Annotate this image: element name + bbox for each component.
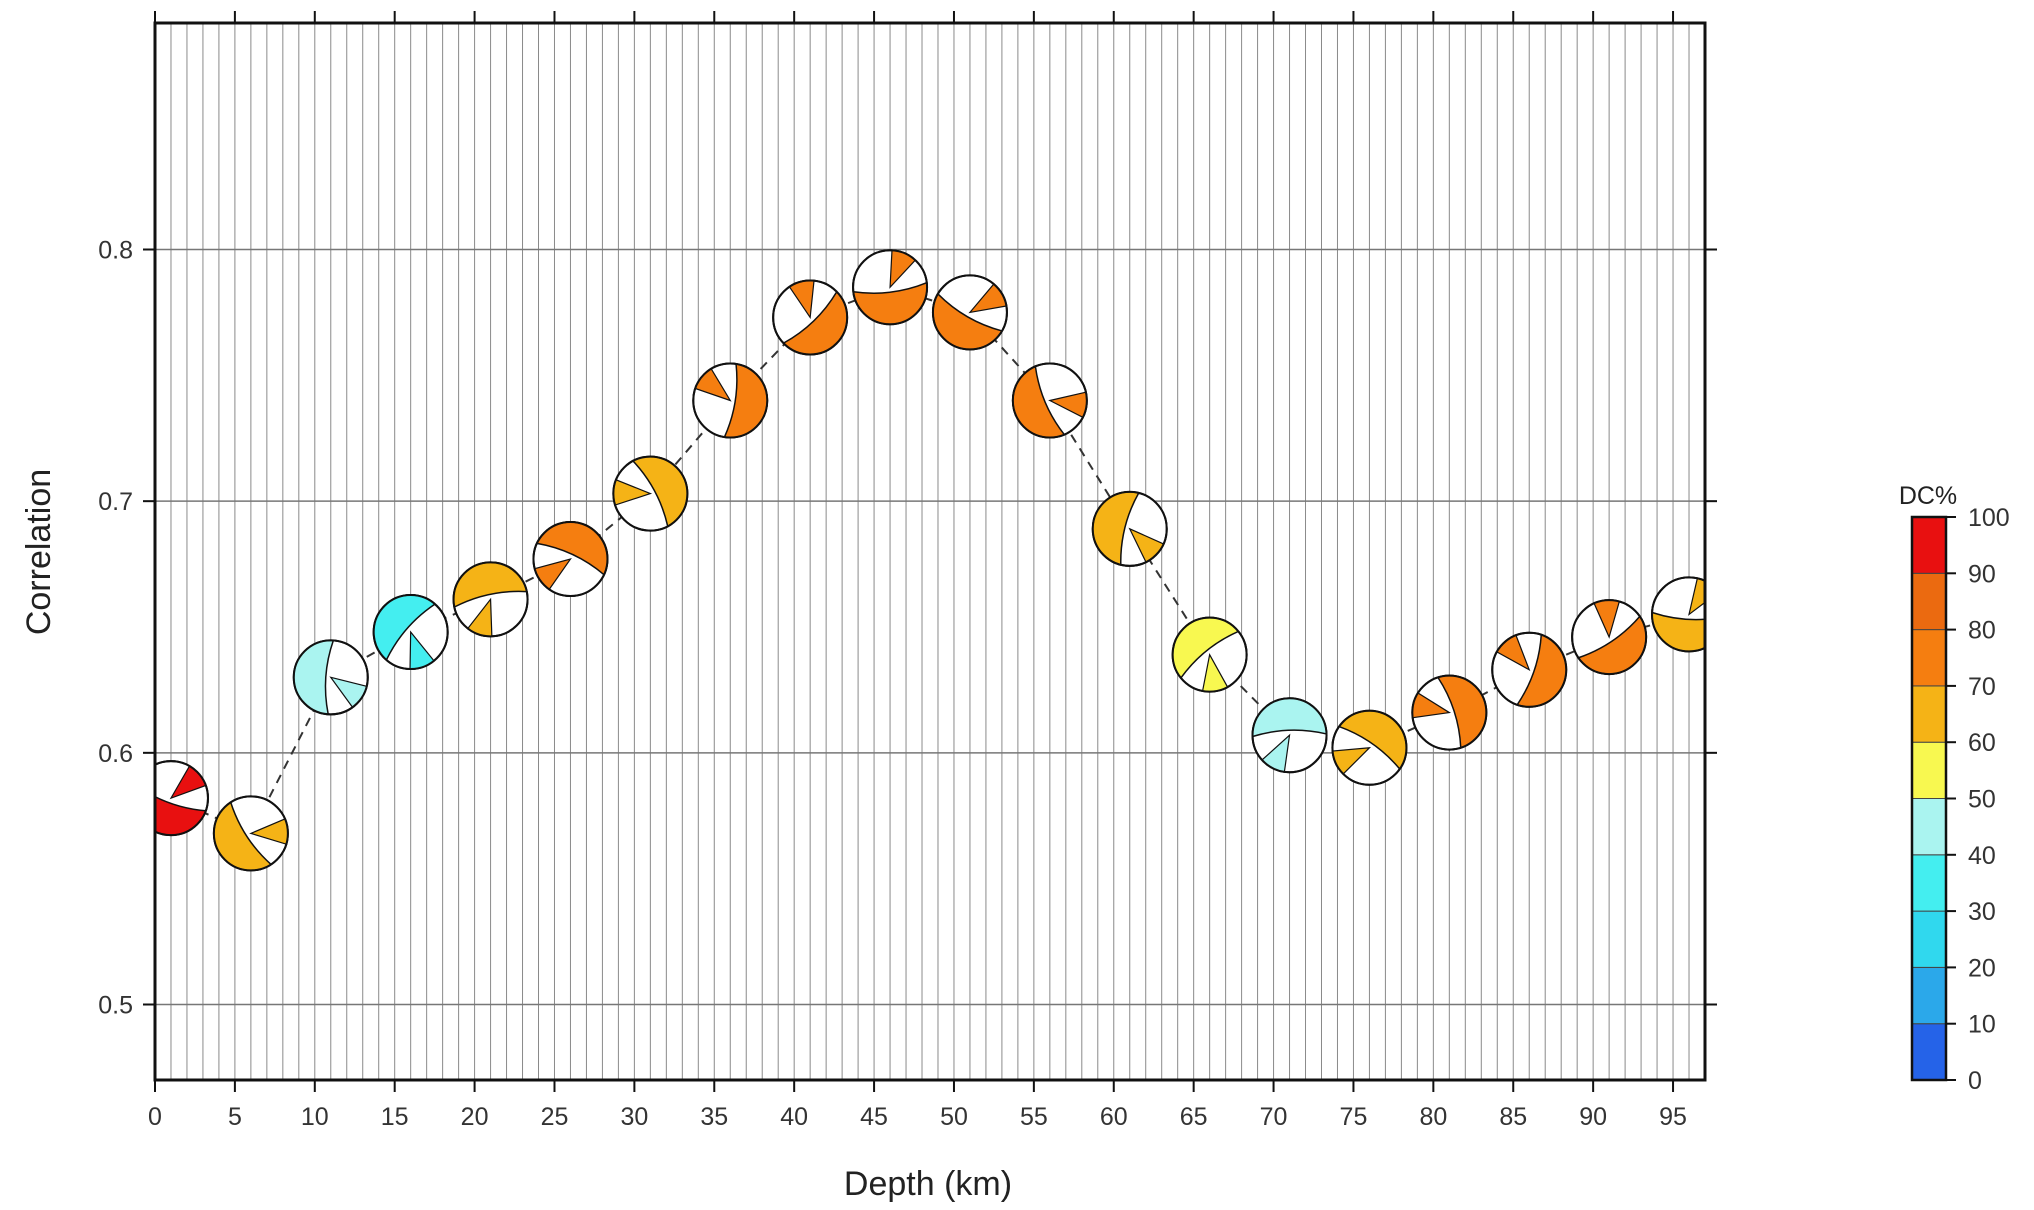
beachball-marker — [1171, 616, 1248, 693]
beachball-marker — [1011, 362, 1088, 439]
plot-frame — [153, 21, 1707, 1082]
x-tick-label: 85 — [1499, 1103, 1527, 1131]
colorbar-segment — [1911, 685, 1947, 743]
beachball-outline — [1011, 362, 1088, 439]
beachball-outline — [1251, 697, 1328, 774]
colorbar-segment — [1911, 629, 1947, 687]
colorbar-title: DC% — [1899, 482, 1957, 510]
colorbar-tick-label: 10 — [1968, 1011, 1996, 1039]
beachball-marker — [931, 274, 1008, 351]
x-tick-label: 30 — [620, 1103, 648, 1131]
x-tick-label: 15 — [381, 1103, 409, 1131]
beachball-outline — [931, 274, 1008, 351]
beachball-marker — [155, 760, 209, 837]
axis-ticks — [143, 11, 1717, 1092]
beachball-outline — [1571, 599, 1648, 676]
beachball-marker — [852, 249, 929, 326]
colorbar-tick-label: 30 — [1968, 898, 1996, 926]
colorbar-tick-label: 50 — [1968, 786, 1996, 814]
beachball-outline — [1331, 709, 1408, 786]
colorbar-segment — [1911, 741, 1947, 800]
colorbar-segment — [1911, 966, 1947, 1025]
x-tick-label: 35 — [700, 1103, 728, 1131]
grid-lines — [155, 23, 1705, 1080]
colorbar-tick-label: 40 — [1968, 842, 1996, 870]
x-tick-label: 65 — [1180, 1103, 1208, 1131]
x-tick-label: 55 — [1020, 1103, 1048, 1131]
beachball-marker — [1411, 674, 1488, 751]
beachball-outline — [612, 455, 689, 532]
x-tick-label: 75 — [1340, 1103, 1368, 1131]
beachball-marker — [612, 455, 689, 532]
x-axis-label: Depth (km) — [844, 1165, 1012, 1203]
x-tick-label: 25 — [541, 1103, 569, 1131]
colorbar: 0 10 20 30 40 50 60 70 80 90 100 — [1910, 504, 2010, 1095]
colorbar-segment — [1911, 910, 1947, 968]
colorbar-segment — [1911, 1023, 1947, 1081]
beachball-outline — [212, 795, 289, 872]
x-tick-label: 10 — [301, 1103, 329, 1131]
x-tick-label: 50 — [940, 1103, 968, 1131]
beachball-outline — [1411, 674, 1488, 751]
colorbar-tick-label: 100 — [1968, 504, 2010, 532]
x-tick-label: 5 — [228, 1103, 242, 1131]
beachball-outline — [372, 594, 449, 671]
y-tick-labels: 0.5 0.6 0.7 0.8 — [98, 237, 133, 1020]
beachball-marker — [292, 639, 369, 716]
x-tick-label: 80 — [1419, 1103, 1447, 1131]
y-tick-label: 0.5 — [98, 992, 133, 1020]
x-tick-labels: 0 5 10 15 20 25 30 35 40 45 50 55 60 65 70 75 80 85 90 95 — [148, 1103, 1687, 1131]
y-tick-label: 0.6 — [98, 740, 133, 768]
x-tick-label: 90 — [1579, 1103, 1607, 1131]
x-tick-label: 70 — [1260, 1103, 1288, 1131]
colorbar-tick-label: 80 — [1968, 617, 1996, 645]
x-tick-label: 45 — [860, 1103, 888, 1131]
beachball-outline — [1491, 631, 1568, 708]
colorbar-segment — [1911, 572, 1947, 631]
x-tick-label: 40 — [780, 1103, 808, 1131]
colorbar-tick-label: 70 — [1968, 673, 1996, 701]
x-tick-label: 60 — [1100, 1103, 1128, 1131]
beachball-marker — [1091, 490, 1168, 567]
beachball-outline — [292, 639, 369, 716]
colorbar-tick-label: 60 — [1968, 729, 1996, 757]
x-tick-label: 20 — [461, 1103, 489, 1131]
beachball-marker — [1491, 631, 1568, 708]
beachball-outline — [532, 521, 609, 598]
beachball-marker — [372, 594, 449, 671]
beachball-outline — [1651, 576, 1705, 653]
beachball-markers — [155, 249, 1705, 872]
plot-background — [155, 23, 1705, 1080]
colorbar-tick-label: 20 — [1968, 954, 1996, 982]
colorbar-segment — [1911, 854, 1947, 912]
y-axis-label: Correlation — [20, 469, 58, 635]
y-tick-label: 0.8 — [98, 237, 133, 265]
beachball-marker — [1331, 709, 1408, 786]
beachball-outline — [1171, 616, 1248, 693]
beachball-marker — [772, 279, 849, 356]
beachball-outline — [1091, 490, 1168, 567]
colorbar-tick-label: 90 — [1968, 560, 1996, 588]
y-tick-label: 0.7 — [98, 488, 133, 516]
beachball-marker — [452, 561, 529, 638]
colorbar-segment — [1911, 798, 1947, 856]
beachball-marker — [692, 362, 769, 439]
beachball-outline — [692, 362, 769, 439]
beachball-marker — [532, 521, 609, 598]
x-tick-label: 0 — [148, 1103, 162, 1131]
x-tick-label: 95 — [1659, 1103, 1687, 1131]
beachball-outline — [772, 279, 849, 356]
colorbar-segment — [1911, 516, 1947, 574]
beachball-marker — [1571, 599, 1648, 676]
beachball-marker — [212, 795, 289, 872]
beachball-outline — [852, 249, 929, 326]
colorbar-tick-label: 0 — [1968, 1067, 1982, 1095]
beachball-marker — [1251, 697, 1328, 774]
beachball-marker — [1651, 576, 1705, 653]
beachball-outline — [452, 561, 529, 638]
beachball-outline — [155, 760, 209, 837]
